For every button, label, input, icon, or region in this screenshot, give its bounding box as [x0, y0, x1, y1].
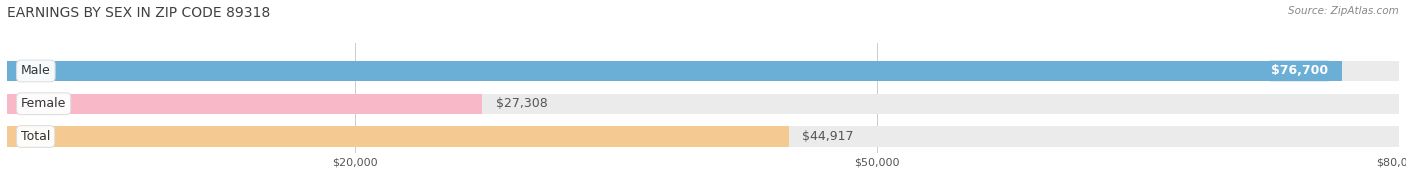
Text: Total: Total	[21, 130, 51, 143]
Text: EARNINGS BY SEX IN ZIP CODE 89318: EARNINGS BY SEX IN ZIP CODE 89318	[7, 6, 270, 20]
Bar	[7, 61, 1399, 81]
Text: $76,700: $76,700	[1271, 64, 1327, 77]
Bar	[7, 126, 1399, 147]
Bar	[7, 93, 482, 114]
Text: Female: Female	[21, 97, 66, 110]
Text: Source: ZipAtlas.com: Source: ZipAtlas.com	[1288, 6, 1399, 16]
Bar	[7, 93, 1399, 114]
Text: $27,308: $27,308	[496, 97, 548, 110]
Text: Male: Male	[21, 64, 51, 77]
Text: $44,917: $44,917	[803, 130, 853, 143]
Bar	[7, 126, 789, 147]
Bar	[7, 61, 1341, 81]
